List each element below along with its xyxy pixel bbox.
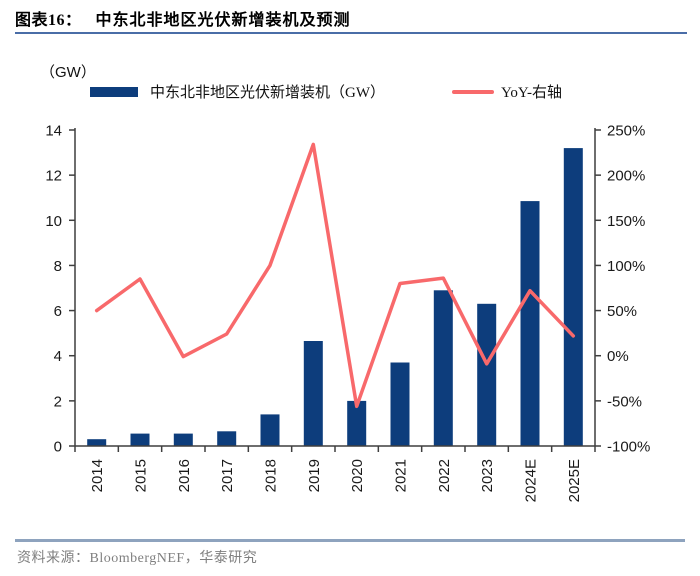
left-axis-tick-label: 12 [45, 168, 62, 185]
figure-title: 中东北非地区光伏新增装机及预测 [95, 12, 351, 29]
legend-item-installations: 中东北非地区光伏新增装机（GW） [90, 81, 385, 102]
legend-line-label: YoY-右轴 [501, 85, 562, 101]
footer-divider [15, 539, 685, 542]
bar-2024E [520, 201, 540, 446]
bar-2015 [130, 433, 150, 446]
x-axis-label-2025E: 2025E [566, 459, 583, 502]
x-axis-label-2022: 2022 [436, 459, 453, 492]
left-axis-tick-label: 10 [45, 213, 62, 230]
legend-bar-label: 中东北非地区光伏新增装机（GW） [150, 85, 385, 101]
x-axis-label-2017: 2017 [219, 459, 236, 492]
bar-2023 [477, 303, 497, 446]
bar-2020 [347, 400, 367, 446]
bar-2017 [217, 431, 237, 446]
right-axis-tick-label: 50% [607, 303, 637, 320]
right-axis-tick-label: 250% [607, 123, 645, 140]
right-axis-tick-label: 200% [607, 168, 645, 185]
left-axis-unit-label: （GW） [40, 64, 96, 81]
source-note: 资料来源：BloombergNEF，华泰研究 [17, 551, 258, 566]
right-axis-tick-label: -50% [607, 393, 642, 410]
left-axis-tick-label: 6 [54, 303, 62, 320]
right-axis-tick-label: 150% [607, 213, 645, 230]
title-divider [15, 32, 687, 34]
right-axis-tick-label: -100% [607, 439, 650, 456]
x-axis-label-2020: 2020 [349, 459, 366, 492]
bar-2019 [303, 341, 323, 446]
x-axis-label-2021: 2021 [393, 459, 410, 492]
right-axis-tick-label: 100% [607, 258, 645, 275]
x-axis-label-2024E: 2024E [523, 459, 540, 502]
left-axis-tick-label: 0 [54, 439, 62, 456]
bar-2016 [173, 433, 193, 446]
bar-2014 [87, 439, 107, 446]
figure-number-label: 图表16： [15, 12, 82, 29]
bar-2021 [390, 362, 410, 446]
legend-line-swatch [452, 89, 494, 94]
x-axis-label-2023: 2023 [479, 459, 496, 492]
x-axis-label-2014: 2014 [89, 459, 106, 492]
legend-bar-swatch [90, 86, 138, 97]
left-axis-tick-label: 4 [54, 348, 62, 365]
x-axis-label-2016: 2016 [176, 459, 193, 492]
x-axis-label-2019: 2019 [306, 459, 323, 492]
bar-2018 [260, 414, 280, 446]
legend-item-yoy: YoY-右轴 [452, 81, 562, 102]
x-axis-label-2015: 2015 [133, 459, 150, 492]
right-axis-tick-label: 0% [607, 348, 629, 365]
x-axis-label-2018: 2018 [263, 459, 280, 492]
figure-header: 图表16： 中东北非地区光伏新增装机及预测 [15, 6, 351, 30]
left-axis-tick-label: 8 [54, 258, 62, 275]
bar-2022 [433, 290, 453, 446]
left-axis-tick-label: 2 [54, 393, 62, 410]
bar-2025E [563, 148, 583, 446]
yoy-line [94, 142, 576, 409]
left-axis-tick-label: 14 [45, 123, 62, 140]
